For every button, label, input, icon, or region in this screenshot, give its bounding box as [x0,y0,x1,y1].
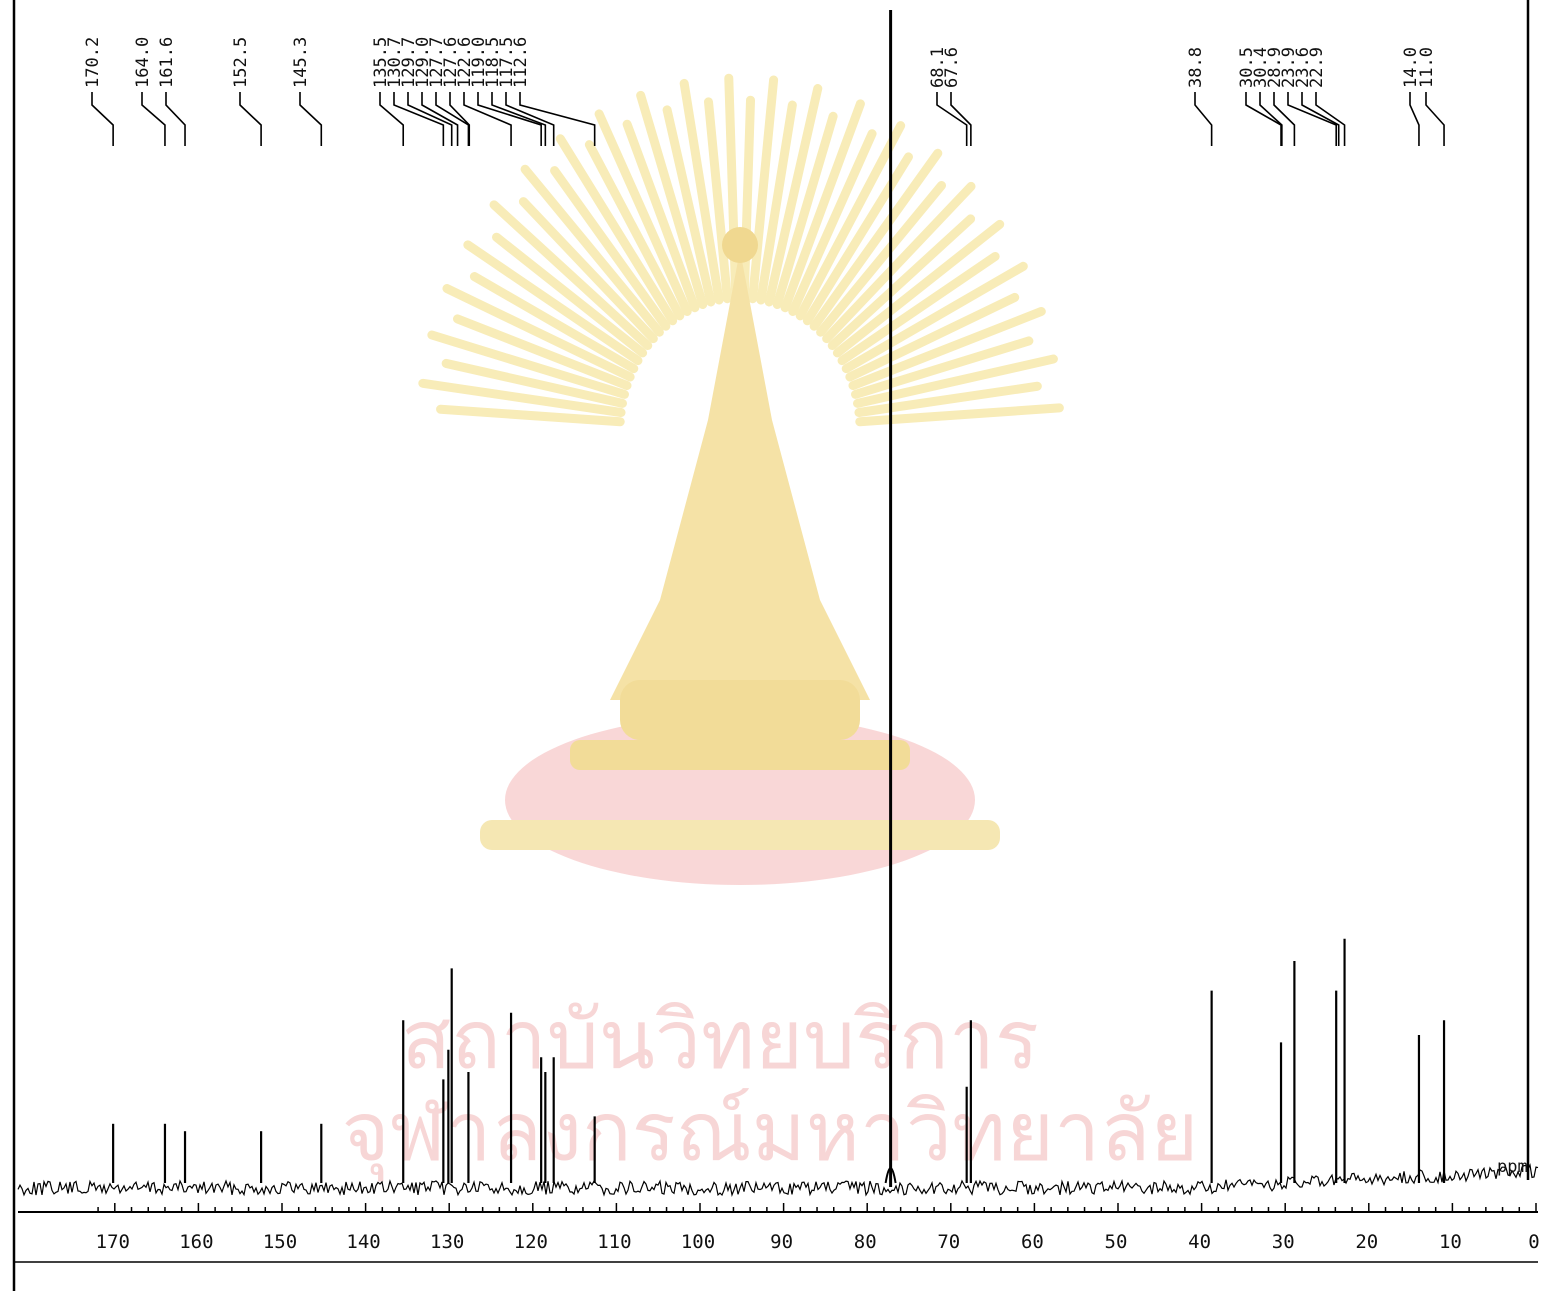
peak-label-19: 30.5 [1237,47,1257,88]
peak-label-10: 127.6 [441,37,461,88]
peak-label-23: 23.6 [1293,47,1313,88]
peak-label-21: 28.9 [1265,47,1285,88]
x-tick-label-40: 40 [1188,1231,1211,1253]
x-tick-label-150: 150 [263,1231,297,1253]
peak-label-2: 161.6 [157,37,177,88]
x-tick-label-50: 50 [1105,1231,1128,1253]
peak-label-11: 122.6 [455,37,475,88]
x-tick-label-170: 170 [96,1231,130,1253]
peak-label-14: 117.5 [497,37,517,88]
x-tick-label-30: 30 [1272,1231,1295,1253]
peak-label-9: 127.7 [427,37,447,88]
peak-label-12: 119.0 [469,37,489,88]
x-unit-label: ppm [1497,1157,1528,1177]
peak-label-13: 118.5 [483,37,503,88]
peak-label-17: 67.6 [942,47,962,88]
x-tick-label-160: 160 [179,1231,213,1253]
x-tick-label-80: 80 [854,1231,877,1253]
x-tick-label-90: 90 [770,1231,793,1253]
peak-label-6: 130.7 [385,37,405,88]
watermark-line-1: สถาบันวิทยบริการ [401,993,1039,1088]
peak-label-list: 170.2 164.0 161.6 152.5 145.3 135.5130.7129.7… [83,37,1445,146]
peak-label-24: 22.9 [1307,47,1327,88]
university-seal-watermark [418,73,1064,885]
x-axis-ticks: 170 160 150 140 130 120 110 100 90 80 70 60 50 40 30 20… [96,1203,1540,1253]
x-tick-label-0: 0 [1528,1231,1539,1253]
peak-label-15: 112.6 [511,37,531,88]
x-tick-label-120: 120 [514,1231,548,1253]
peak-label-0: 170.2 [83,37,103,88]
peak-lines [112,10,1446,1187]
x-tick-label-140: 140 [346,1231,380,1253]
peak-label-16: 68.1 [928,47,948,88]
watermark-line-2: จุฬาลงกรณ์มหาวิทยาลัย [342,1085,1199,1182]
peak-label-1: 164.0 [133,37,153,88]
peak-label-20: 30.4 [1251,47,1271,88]
peak-label-4: 145.3 [291,37,311,88]
x-tick-label-130: 130 [430,1231,464,1253]
peak-label-8: 129.0 [413,37,433,88]
x-tick-label-60: 60 [1021,1231,1044,1253]
baseline-noise [17,1163,1539,1198]
peak-label-3: 152.5 [231,37,251,88]
spectrum-trace [17,1163,1539,1198]
x-tick-label-10: 10 [1439,1231,1462,1253]
x-tick-label-100: 100 [681,1231,715,1253]
peak-label-26: 11.0 [1417,47,1437,88]
peak-label-18: 38.8 [1186,47,1206,88]
peak-label-7: 129.7 [399,37,419,88]
peak-label-5: 135.5 [371,37,391,88]
peak-label-22: 23.9 [1279,47,1299,88]
peak-label-25: 14.0 [1401,47,1421,88]
x-tick-label-70: 70 [937,1231,960,1253]
x-tick-label-110: 110 [597,1231,631,1253]
x-tick-label-20: 20 [1355,1231,1378,1253]
